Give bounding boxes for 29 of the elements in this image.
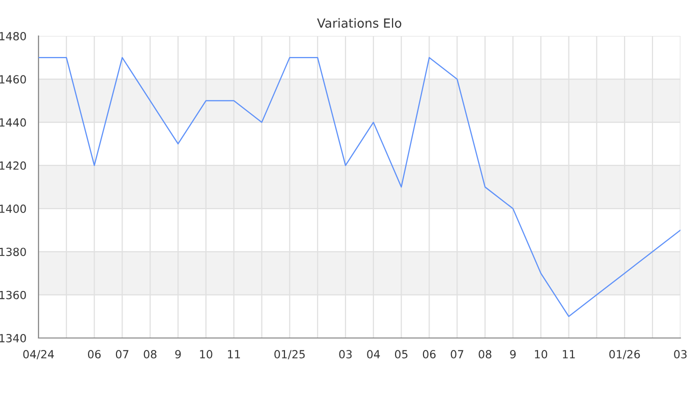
y-tick-label: 1400: [0, 204, 26, 213]
x-tick-label: 04: [367, 350, 380, 358]
x-tick-label: 06: [88, 350, 101, 358]
y-tick-label: 1420: [0, 161, 26, 170]
x-tick-label: 08: [478, 350, 492, 358]
line-series: [38, 57, 680, 317]
x-tick-label: 07: [450, 350, 464, 358]
x-tick-label: 01/25: [274, 350, 305, 360]
x-tick-label: 08: [144, 350, 156, 358]
y-tick-label: 1380: [0, 248, 26, 256]
x-tick-label: 03: [339, 350, 352, 358]
y-tick-label: 1460: [0, 75, 26, 84]
x-tick-label: 11: [228, 350, 240, 358]
x-tick-label: 06: [422, 350, 436, 358]
x-tick-label: 10: [535, 350, 548, 358]
x-tick-label: 9: [175, 350, 181, 358]
x-tick-label: 9: [510, 350, 516, 358]
x-tick-label: 03: [674, 350, 687, 358]
x-tick-label: 11: [562, 350, 575, 358]
x-tick-label: 04/24: [23, 350, 54, 360]
y-tick-label: 1340: [0, 334, 26, 342]
y-tick-label: 1440: [0, 118, 26, 127]
x-tick-label: 07: [116, 350, 128, 358]
x-tick-label: 10: [200, 350, 212, 358]
y-tick-label: 1480: [0, 32, 26, 40]
y-tick-label: 1360: [0, 290, 26, 300]
x-tick-label: 05: [394, 350, 408, 358]
x-tick-label: 01/26: [609, 350, 640, 360]
chart-title: Variations Elo: [317, 18, 402, 28]
